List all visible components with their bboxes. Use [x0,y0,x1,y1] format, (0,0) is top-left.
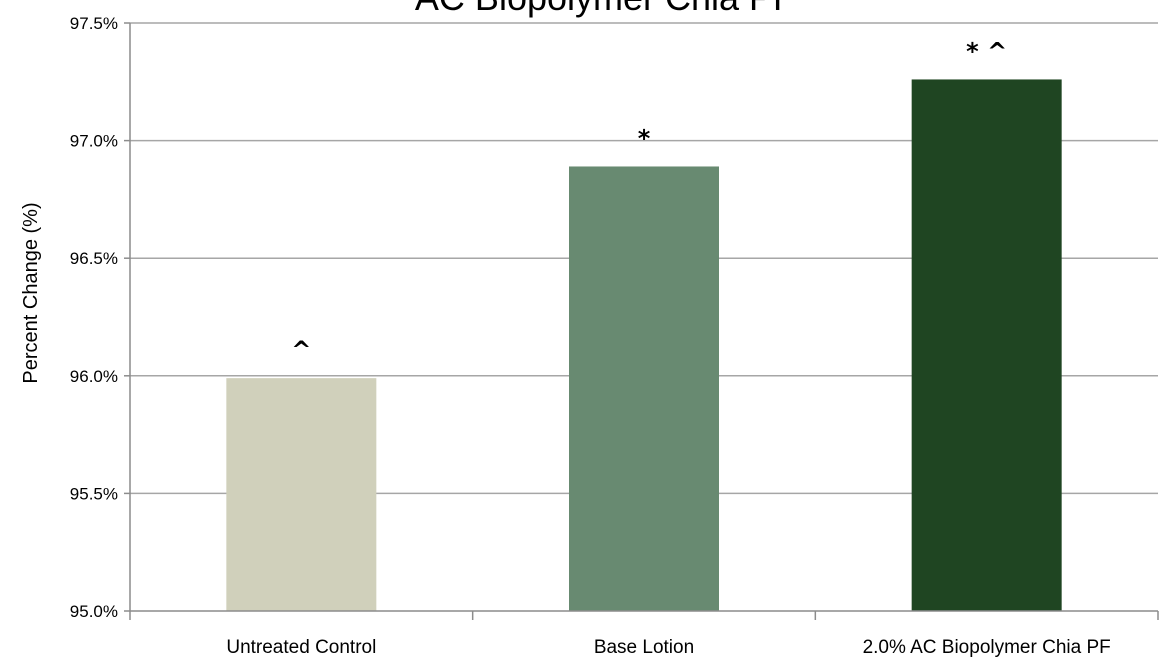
y-tick-label: 96.5% [70,249,118,268]
x-tick-label: Base Lotion [594,637,694,658]
x-tick-label: 2.0% AC Biopolymer Chia PF [863,637,1111,658]
y-tick-label: 97.5% [70,14,118,33]
significance-annotation: * [638,124,651,152]
y-tick-label: 95.0% [70,602,118,621]
significance-annotations: ^ * * ^ [291,37,1007,364]
axes [124,22,1159,620]
significance-annotation: * ^ [966,37,1007,65]
y-tick-labels: 95.0% 95.5% 96.0% 96.5% 97.0% 97.5% [70,14,118,621]
significance-annotation: ^ [291,336,311,364]
bars [226,79,1062,612]
x-tick-label: Untreated Control [226,637,376,658]
y-axis-title: Percent Change (%) [20,202,42,383]
bar [911,79,1062,611]
y-tick-label: 96.0% [70,367,118,386]
y-tick-label: 97.0% [70,132,118,151]
chart-title: AC Biopolymer Chia PF [415,0,795,18]
x-tick-labels: Untreated Control Base Lotion 2.0% AC Biop… [226,637,1110,658]
y-tick-label: 95.5% [70,484,118,503]
bar [226,378,377,611]
bar [569,166,719,612]
